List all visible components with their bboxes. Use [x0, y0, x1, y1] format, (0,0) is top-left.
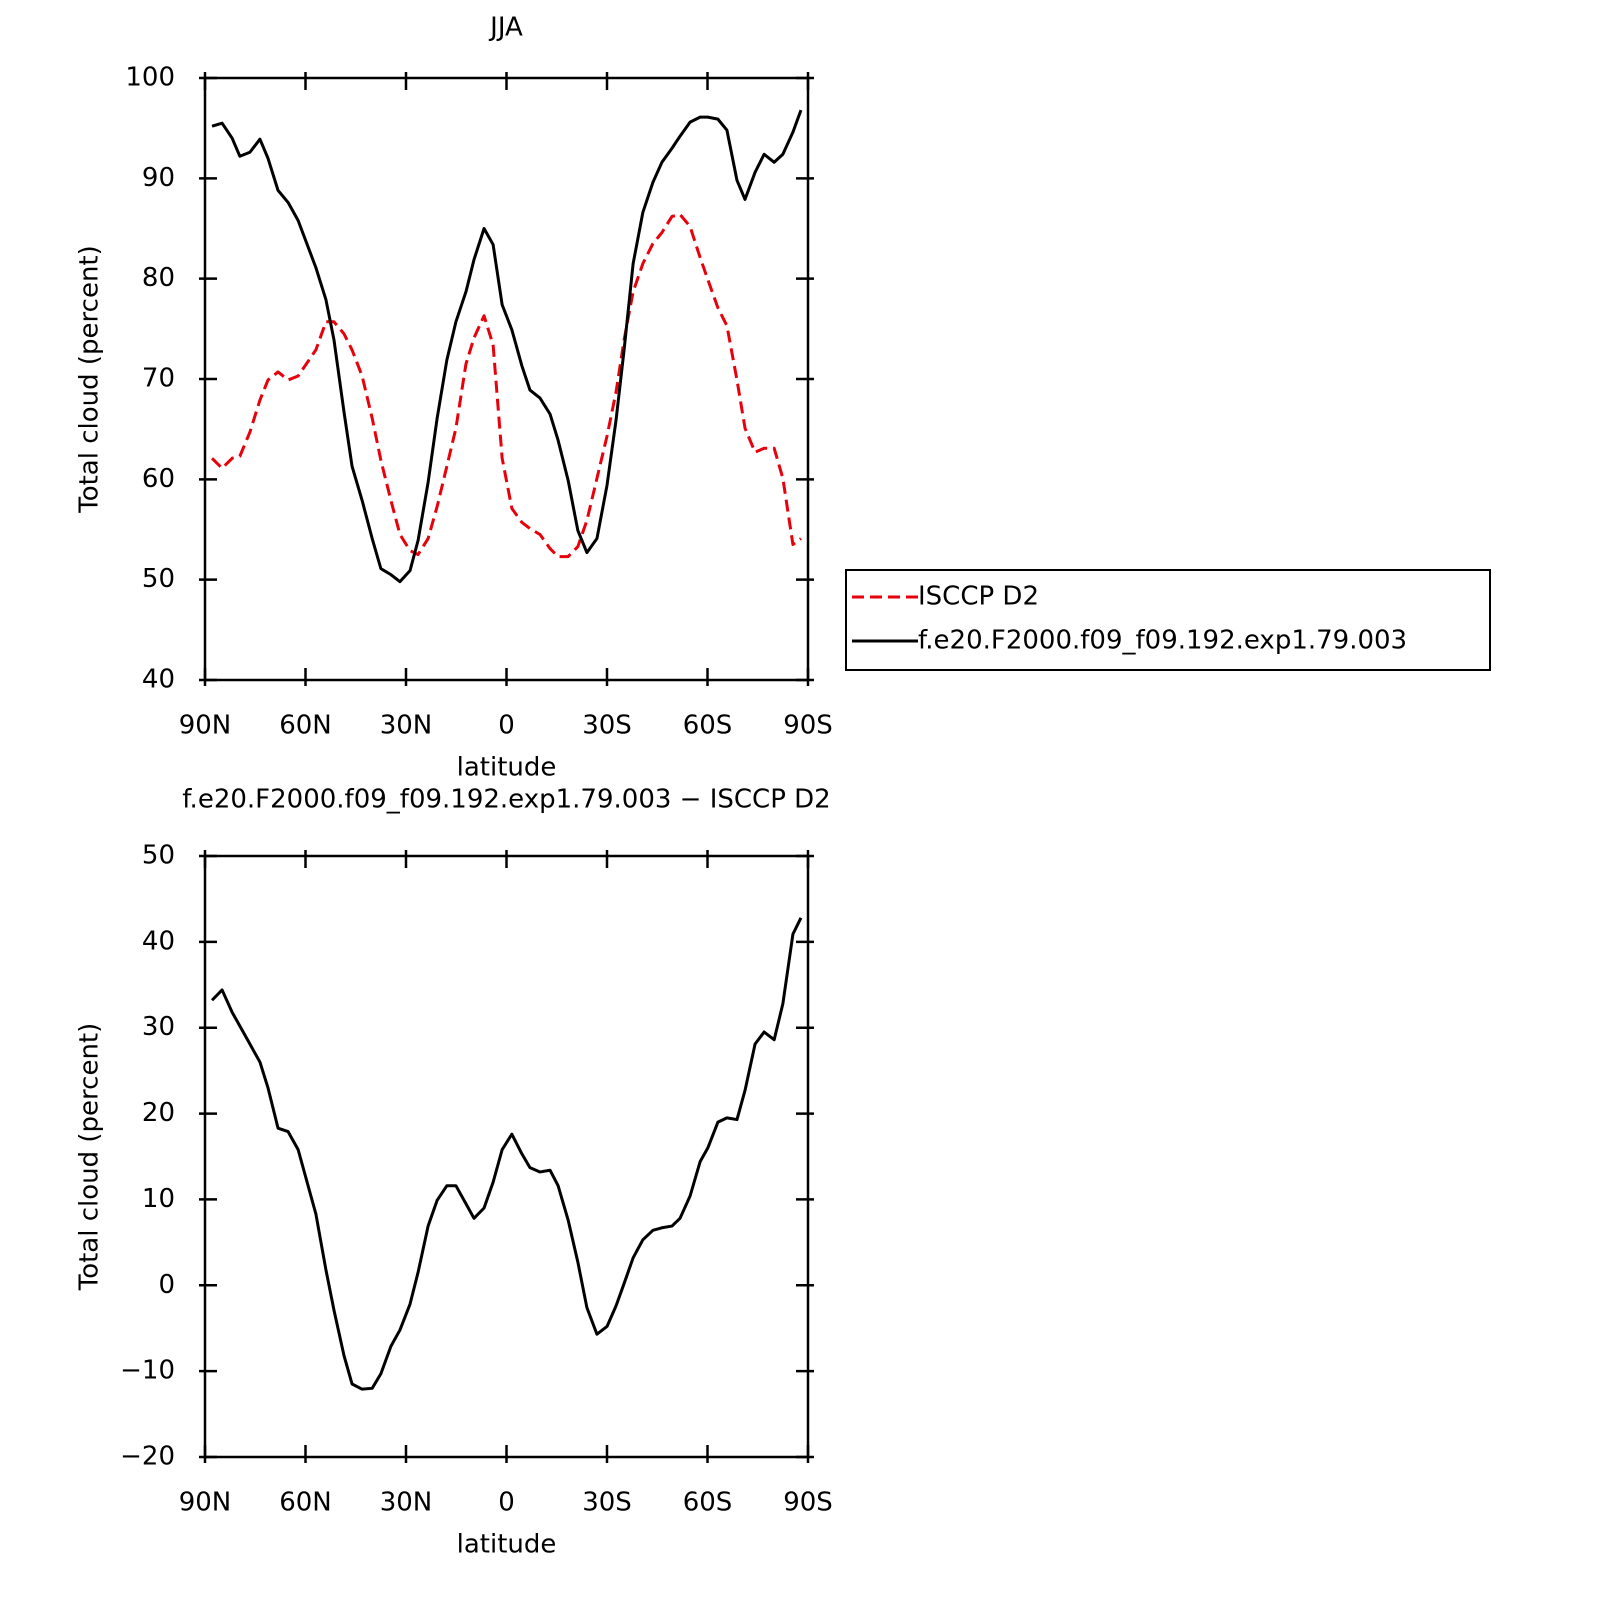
data-line — [210, 917, 803, 1391]
y-tick-label: 90 — [142, 163, 175, 193]
y-tick-label: 40 — [142, 665, 175, 695]
x-tick-label: 30N — [380, 711, 433, 741]
x-tick-label: 60S — [683, 1488, 733, 1518]
x-tick-label: 90S — [783, 1488, 833, 1518]
legend-label: ISCCP D2 — [918, 582, 1039, 612]
x-tick-label: 90S — [783, 711, 833, 741]
x-tick-label: 30N — [380, 1488, 433, 1518]
y-tick-label: −10 — [120, 1356, 175, 1386]
x-tick-label: 60N — [279, 711, 332, 741]
y-tick-label: 80 — [142, 263, 175, 293]
legend-label: f.e20.F2000.f09_f09.192.exp1.79.003 — [918, 626, 1407, 656]
y-tick-label: 10 — [142, 1184, 175, 1214]
y-tick-label: 40 — [142, 926, 175, 956]
y-tick-label: 60 — [142, 464, 175, 494]
data-line — [211, 109, 803, 584]
y-axis-label: Total cloud (percent) — [75, 1023, 105, 1292]
plot-frame — [203, 76, 810, 682]
x-tick-label: 0 — [498, 1488, 515, 1518]
y-tick-label: 70 — [142, 364, 175, 394]
chart-title: JJA — [488, 13, 523, 43]
x-axis-label: latitude — [457, 1530, 557, 1560]
x-tick-label: 0 — [498, 711, 515, 741]
y-tick-label: −20 — [120, 1442, 175, 1472]
x-tick-label: 90N — [179, 1488, 232, 1518]
data-line — [210, 212, 802, 559]
chart-title: f.e20.F2000.f09_f09.192.exp1.79.003 − IS… — [182, 785, 830, 815]
y-tick-label: 100 — [125, 63, 175, 93]
plot-frame — [203, 854, 810, 1459]
y-tick-label: 20 — [142, 1098, 175, 1128]
x-tick-label: 60N — [279, 1488, 332, 1518]
x-tick-label: 60S — [683, 711, 733, 741]
x-tick-label: 30S — [582, 1488, 632, 1518]
y-tick-label: 50 — [142, 564, 175, 594]
x-axis-label: latitude — [457, 753, 557, 783]
y-tick-label: 0 — [158, 1270, 175, 1300]
x-tick-label: 90N — [179, 711, 232, 741]
y-axis-label: Total cloud (percent) — [75, 245, 105, 514]
y-tick-label: 50 — [142, 841, 175, 871]
x-tick-label: 30S — [582, 711, 632, 741]
y-tick-label: 30 — [142, 1012, 175, 1042]
legend-box — [845, 569, 1491, 671]
